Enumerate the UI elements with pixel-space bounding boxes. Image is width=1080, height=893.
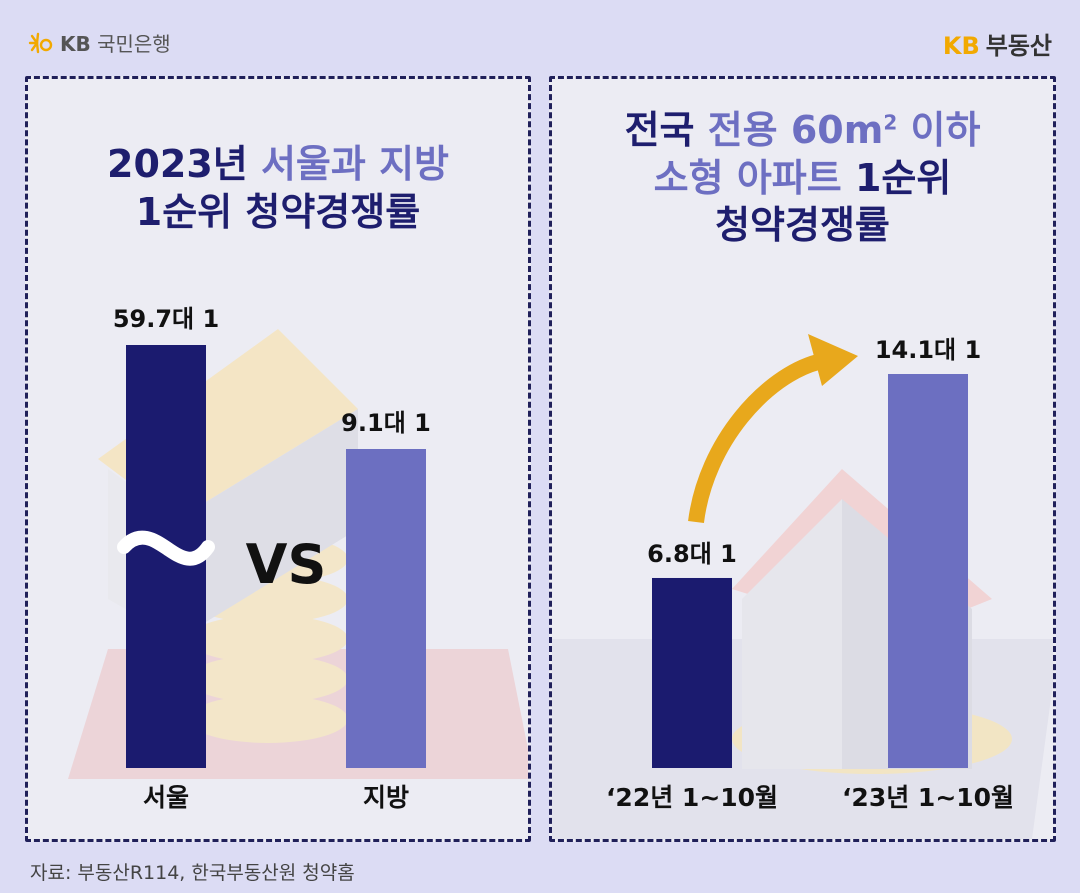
bar-value-label-0: 6.8대 1 (647, 540, 737, 568)
bar-1 (888, 374, 968, 768)
bar-0 (652, 577, 732, 768)
brand-prefix: KB (942, 32, 980, 60)
category-label-0: ‘22년 1~10월 (606, 783, 778, 812)
right-panel-title: 전국 전용 60m2 이하 소형 아파트 1순위 청약경쟁률 (624, 108, 981, 247)
small-apartment-panel: 전국 전용 60m2 이하 소형 아파트 1순위 청약경쟁률 6.8대 1 ‘22… (549, 76, 1056, 842)
bar-value-label-1: 9.1대 1 (341, 409, 431, 437)
bar-1 (346, 449, 426, 768)
category-label-0: 서울 (143, 783, 189, 812)
bar-value-label-0: 59.7대 1 (113, 305, 219, 333)
brand-name: 부동산 (985, 32, 1052, 60)
bank-logo-label: KB 국민은행 (60, 32, 171, 56)
growth-arrow-shaft (688, 354, 821, 524)
source-note: 자료: 부동산R114, 한국부동산원 청약홈 (30, 862, 355, 884)
kb-realty-logo: KB 부동산 (943, 26, 1052, 61)
top-bar: KB 국민은행 KB 부동산 (0, 0, 1080, 76)
axis-break-mark (117, 530, 215, 566)
kb-star-icon (28, 32, 53, 53)
kb-bank-logo: KB 국민은행 (28, 28, 171, 57)
category-label-1: 지방 (363, 783, 409, 812)
category-label-1: ‘23년 1~10월 (842, 783, 1014, 812)
vs-label: VS (246, 533, 327, 596)
right-bar-chart: 6.8대 1 ‘22년 1~10월 14.1대 1 ‘23년 1~10월 (606, 334, 1014, 812)
growth-arrow-head (808, 334, 858, 386)
left-panel-title: 2023년 서울과 지방 1순위 청약경쟁률 (107, 142, 449, 234)
seoul-vs-regions-panel: 2023년 서울과 지방 1순위 청약경쟁률 59.7대 1 서울 9.1대 1 지방… (25, 76, 531, 842)
bar-value-label-1: 14.1대 1 (875, 336, 981, 364)
left-bar-chart: 59.7대 1 서울 9.1대 1 지방 VS (113, 305, 431, 812)
